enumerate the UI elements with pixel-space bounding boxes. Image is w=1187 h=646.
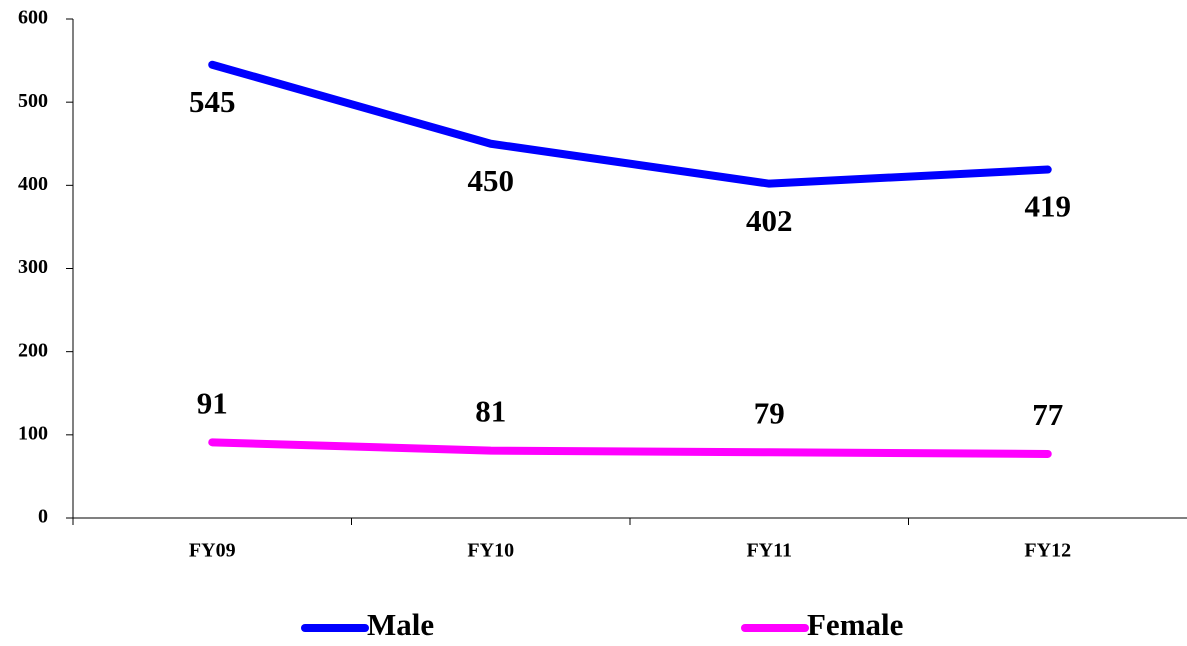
- legend-label: Female: [807, 607, 903, 642]
- y-tick-label: 500: [18, 90, 48, 112]
- x-tick-label: FY10: [467, 540, 514, 562]
- x-tick-label: FY12: [1024, 540, 1071, 562]
- y-tick-label: 200: [18, 339, 48, 361]
- y-tick-label: 100: [18, 422, 48, 444]
- x-tick-label: FY11: [746, 540, 792, 562]
- series-line: [208, 60, 1052, 188]
- data-label: 545: [189, 84, 236, 119]
- series-line: [208, 438, 1052, 458]
- y-tick-label: 0: [38, 506, 48, 528]
- data-label: 91: [197, 385, 228, 420]
- data-label: 419: [1025, 189, 1072, 224]
- data-label: 81: [475, 394, 506, 429]
- data-label: 77: [1032, 397, 1063, 432]
- y-tick-label: 400: [18, 173, 48, 195]
- y-tick-label: 300: [18, 256, 48, 278]
- data-label: 79: [754, 395, 785, 430]
- x-tick-label: FY09: [189, 540, 236, 562]
- y-tick-label: 600: [18, 7, 48, 29]
- data-label: 402: [746, 203, 793, 238]
- data-label: 450: [468, 163, 515, 198]
- legend-label: Male: [367, 607, 434, 642]
